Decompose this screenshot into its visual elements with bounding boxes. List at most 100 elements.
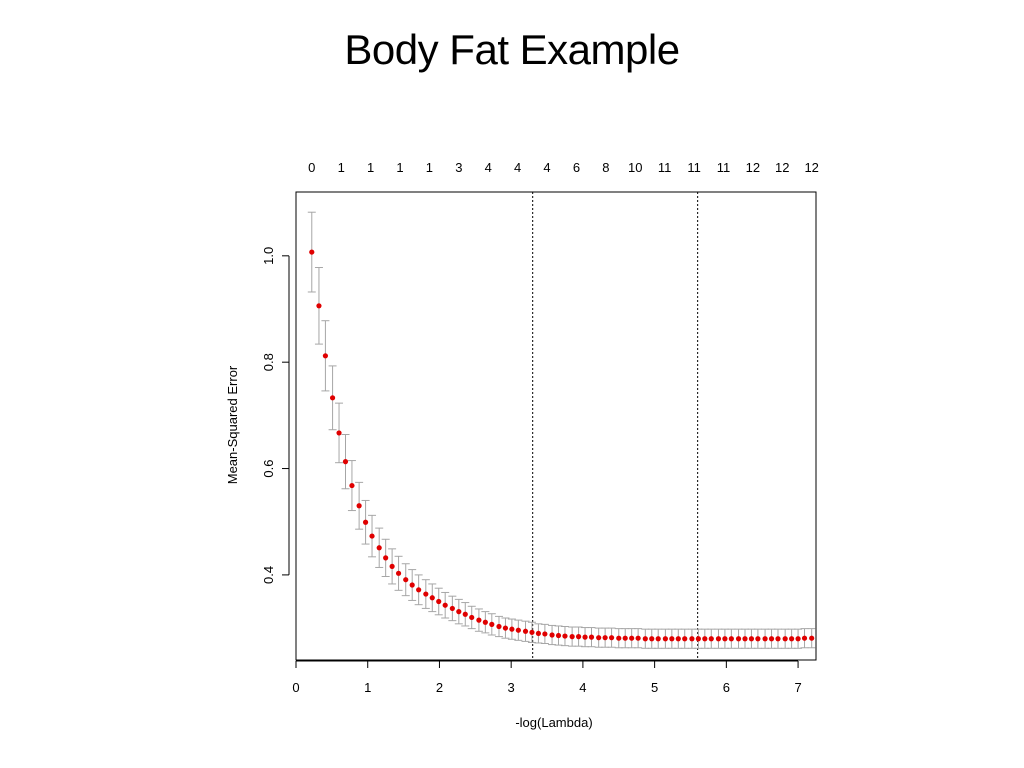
data-point — [655, 636, 661, 642]
data-point — [403, 577, 409, 583]
data-point — [442, 602, 448, 608]
data-point — [702, 636, 708, 642]
data-point — [569, 634, 575, 640]
data-point — [809, 635, 815, 641]
data-point — [801, 635, 808, 641]
top-axis-count-label: 4 — [543, 160, 550, 175]
data-point — [502, 625, 509, 631]
data-point — [542, 631, 548, 637]
x-tick-label: 6 — [723, 680, 730, 695]
data-point — [469, 614, 475, 621]
top-axis-count-label: 12 — [804, 160, 818, 175]
x-tick-label: 7 — [794, 680, 801, 695]
top-axis-count-label: 8 — [602, 160, 609, 175]
data-point — [322, 353, 329, 359]
data-point — [522, 628, 529, 634]
data-point — [549, 632, 555, 638]
y-tick-label: 0.4 — [261, 566, 276, 584]
top-axis-count-label: 1 — [367, 160, 374, 175]
data-point — [735, 636, 742, 642]
top-axis-count-label: 12 — [775, 160, 789, 175]
data-point — [416, 587, 422, 593]
point-layer — [309, 249, 815, 642]
top-axis-count-label: 6 — [573, 160, 580, 175]
data-point — [456, 609, 462, 615]
data-point — [642, 636, 648, 642]
data-point — [555, 632, 562, 639]
data-point — [496, 623, 502, 630]
data-point — [395, 570, 402, 576]
y-tick-label: 0.6 — [261, 460, 276, 478]
data-point — [509, 626, 515, 632]
data-point — [669, 636, 675, 642]
data-point — [423, 591, 429, 597]
data-point — [376, 545, 382, 551]
data-point — [482, 619, 488, 625]
data-point — [462, 611, 468, 617]
data-point — [795, 636, 801, 642]
y-axis-title: Mean-Squared Error — [225, 365, 240, 484]
top-axis-count-label: 1 — [338, 160, 345, 175]
data-point — [389, 563, 395, 570]
top-axis-count-label: 10 — [628, 160, 642, 175]
data-point — [616, 635, 622, 641]
data-point — [588, 634, 595, 640]
data-point — [316, 303, 322, 309]
y-tick-label: 1.0 — [261, 247, 276, 265]
top-axis-count-label: 11 — [687, 160, 701, 175]
data-point — [309, 249, 315, 255]
data-point — [675, 636, 681, 642]
top-axis-count-label: 11 — [717, 160, 731, 175]
slide-title: Body Fat Example — [344, 26, 680, 73]
top-axis-count-label: 0 — [308, 160, 315, 175]
plot-frame-layer — [295, 191, 817, 661]
data-point — [775, 636, 781, 642]
data-point — [608, 635, 615, 641]
data-point — [782, 636, 788, 642]
data-point — [715, 636, 722, 642]
data-point — [695, 636, 701, 642]
data-point — [383, 555, 389, 561]
x-tick-label: 2 — [436, 680, 443, 695]
data-point — [635, 635, 641, 641]
top-axis-count-label: 4 — [514, 160, 521, 175]
data-point — [728, 636, 734, 642]
data-point — [596, 635, 602, 641]
data-point — [349, 482, 355, 489]
plot-box — [295, 191, 817, 661]
top-axis-count-label: 11 — [658, 160, 672, 175]
top-axis-count-label: 1 — [426, 160, 433, 175]
data-point — [682, 636, 688, 642]
data-point — [429, 595, 435, 601]
x-tick-label: 5 — [651, 680, 658, 695]
data-point — [602, 635, 608, 641]
data-point — [342, 459, 349, 465]
data-point — [515, 627, 521, 633]
data-point — [708, 636, 714, 642]
data-point — [689, 636, 695, 642]
data-point — [789, 636, 795, 642]
errorbar-layer — [307, 211, 816, 649]
axis-layer: 0 1 2 3 4 5 6 70.40.60.81.00 1 1 1 1 3 4 4 4 6 8 10 11 11 11 1… — [261, 160, 819, 695]
data-point — [768, 636, 775, 642]
data-point — [742, 636, 748, 642]
y-tick-label: 0.8 — [261, 353, 276, 371]
x-tick-label: 3 — [508, 680, 515, 695]
data-point — [449, 605, 455, 612]
data-point — [748, 636, 755, 642]
data-point — [575, 634, 582, 640]
data-point — [662, 636, 668, 642]
data-point — [362, 519, 369, 525]
data-point — [329, 395, 336, 401]
data-point — [762, 636, 768, 642]
data-point — [582, 634, 588, 640]
data-point — [622, 635, 628, 641]
x-tick-label: 4 — [579, 680, 586, 695]
top-axis-count-label: 4 — [485, 160, 492, 175]
data-point — [489, 621, 495, 627]
data-point — [535, 630, 542, 637]
top-axis-count-label: 12 — [746, 160, 760, 175]
x-tick-label: 0 — [292, 680, 299, 695]
data-point — [562, 633, 568, 639]
